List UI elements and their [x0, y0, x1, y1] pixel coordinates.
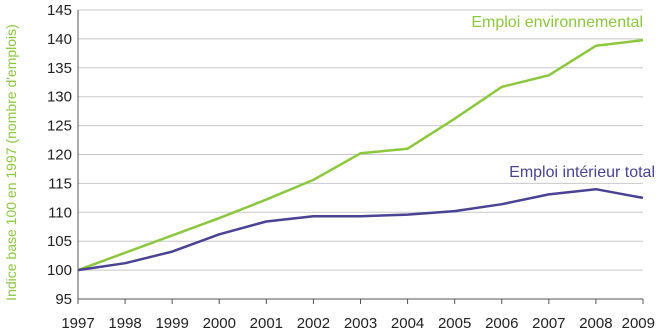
x-tick-label: 2009	[622, 315, 655, 332]
y-tick-label: 100	[47, 262, 72, 279]
y-tick-label: 125	[47, 118, 72, 135]
y-tick-labels: 95 100 105 110 115 120 125 130 135 140 145	[47, 2, 72, 308]
y-axis-label: Indice base 100 en 1997 (nombre d'emploi…	[3, 24, 19, 301]
series-line-1	[77, 187, 644, 272]
series-lines	[77, 38, 644, 272]
x-tick-label: 2004	[391, 315, 424, 332]
x-tick-label: 1999	[155, 315, 188, 332]
axes	[77, 10, 644, 304]
y-tick-label: 120	[47, 147, 72, 164]
x-tick-label: 2001	[250, 315, 283, 332]
x-tick-label: 1998	[108, 315, 141, 332]
series-label-0: Emploi environnemental	[471, 14, 643, 31]
y-tick-label: 115	[48, 175, 72, 192]
series-label-1: Emploi intérieur total	[509, 164, 655, 181]
x-tick-label: 2006	[485, 315, 518, 332]
x-tick-label: 2003	[344, 315, 377, 332]
y-tick-label: 145	[47, 2, 72, 19]
y-tick-label: 110	[48, 204, 72, 221]
y-tick-label: 140	[47, 31, 72, 48]
x-tick-label: 2005	[438, 315, 471, 332]
x-tick-label: 2007	[532, 315, 565, 332]
y-tick-label: 95	[55, 291, 72, 308]
x-tick-label: 1997	[61, 315, 94, 332]
series-line-0	[77, 38, 644, 272]
series-labels: Emploi environnemental Emploi intérieur t…	[471, 14, 655, 181]
x-tick-label: 2000	[203, 315, 236, 332]
y-tick-label: 105	[47, 233, 72, 250]
y-tick-label: 130	[47, 89, 72, 106]
x-tick-label: 2008	[579, 315, 612, 332]
x-tick-label: 2002	[297, 315, 330, 332]
x-tick-labels: 1997 1998 1999 2000 2001 2002 2003 2004 2005 2006…	[61, 315, 655, 332]
y-tick-label: 135	[47, 60, 72, 77]
